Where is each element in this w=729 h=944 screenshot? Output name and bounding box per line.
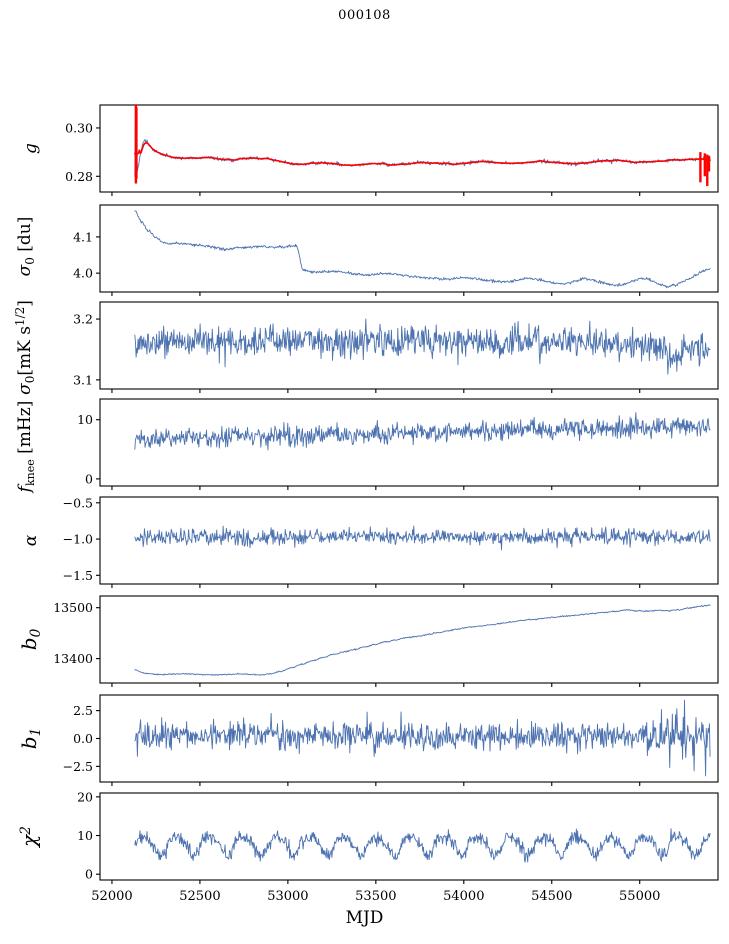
series-data-line bbox=[134, 525, 711, 551]
series-data-line bbox=[134, 210, 711, 289]
x-tick-label: 53500 bbox=[355, 889, 396, 904]
y-tick-label: −1.5 bbox=[63, 568, 93, 583]
figure-title: 000108 bbox=[338, 8, 391, 23]
panel-frame bbox=[99, 301, 719, 390]
panel-b0: 13400 13500 bbox=[53, 595, 719, 687]
panel-chi2: 0 10 20 52000 52500 53000 53500 54000 54500 55000 bbox=[77, 789, 719, 904]
series-data-line bbox=[134, 412, 711, 451]
y-axis-label-chi2: χ2 bbox=[17, 826, 41, 849]
panel-gain: 0.28 0.30 bbox=[65, 104, 719, 196]
panel-sigma0: 4.0 4.1 bbox=[73, 204, 719, 296]
y-tick-label: 4.0 bbox=[73, 266, 93, 281]
y-tick-label: 13500 bbox=[53, 600, 93, 615]
panel-frame bbox=[99, 204, 719, 293]
series-data-line bbox=[134, 318, 711, 375]
y-tick-label: 0.0 bbox=[73, 731, 93, 746]
y-tick-label: 10 bbox=[77, 828, 93, 843]
panel-b1: −2.5 0.0 2.5 bbox=[63, 694, 719, 786]
series-data-line bbox=[134, 828, 711, 863]
series-model-line bbox=[134, 142, 711, 167]
panel-frame bbox=[99, 104, 719, 193]
x-axis-label: MJD bbox=[345, 908, 384, 928]
y-tick-label: 0 bbox=[85, 471, 93, 486]
x-tick-label: 54000 bbox=[443, 889, 484, 904]
y-tick-label: 0.30 bbox=[65, 120, 93, 135]
series-data-line bbox=[134, 604, 711, 676]
y-tick-label: 2.5 bbox=[73, 703, 93, 718]
y-tick-label: 20 bbox=[77, 789, 93, 804]
y-axis-label-gain: g bbox=[21, 143, 41, 154]
y-tick-label: 3.1 bbox=[73, 372, 93, 387]
series-data-line bbox=[134, 105, 711, 177]
y-tick-label: 0.28 bbox=[65, 169, 93, 184]
y-axis-label-b1: b1 bbox=[17, 728, 44, 749]
panel-frame bbox=[99, 595, 719, 684]
y-tick-label: 13400 bbox=[53, 651, 93, 666]
y-axis-label-fknee: fknee [mHz] bbox=[15, 401, 37, 495]
panel-frame bbox=[99, 496, 719, 585]
y-axis-label-b0: b0 bbox=[17, 628, 44, 650]
x-tick-label: 52000 bbox=[91, 889, 132, 904]
x-tick-label: 53000 bbox=[267, 889, 308, 904]
panel-fknee: 0 10 bbox=[77, 398, 719, 490]
y-axis-label-sigma0: σ0 [du] bbox=[15, 217, 37, 277]
y-tick-label: 4.1 bbox=[73, 229, 93, 244]
panel-sigma0_mk: 3.1 3.2 bbox=[73, 301, 719, 393]
panel-alpha: −0.5 −1.0 −1.5 bbox=[63, 495, 719, 588]
y-tick-label: 0 bbox=[85, 867, 93, 882]
panel-frame bbox=[99, 398, 719, 487]
y-tick-label: 3.2 bbox=[73, 312, 93, 327]
y-tick-label: −0.5 bbox=[63, 495, 93, 510]
y-tick-label: 10 bbox=[77, 412, 93, 427]
y-axis-label-alpha: α bbox=[21, 534, 41, 546]
y-axis-label-sigma0-mk: σ0[mK s1/2] bbox=[13, 300, 37, 395]
y-tick-label: −2.5 bbox=[63, 759, 93, 774]
panel-frame bbox=[99, 792, 719, 881]
y-tick-label: −1.0 bbox=[63, 532, 93, 547]
x-tick-label: 54500 bbox=[531, 889, 572, 904]
x-tick-label: 52500 bbox=[179, 889, 220, 904]
series-data-line bbox=[134, 699, 711, 777]
x-tick-label: 55000 bbox=[619, 889, 660, 904]
